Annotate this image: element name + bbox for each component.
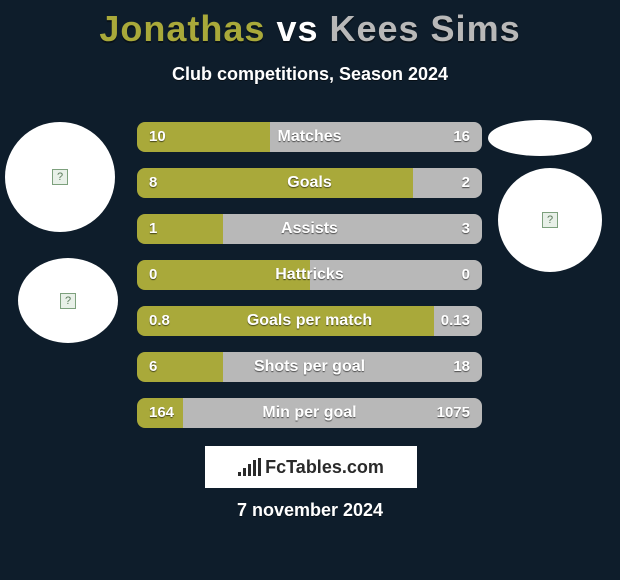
subtitle: Club competitions, Season 2024 <box>0 64 620 85</box>
stat-row: 1641075Min per goal <box>137 398 482 428</box>
stat-label: Min per goal <box>137 398 482 428</box>
stat-row: 1016Matches <box>137 122 482 152</box>
placeholder-icon <box>52 169 68 185</box>
fctables-logo: FcTables.com <box>205 446 417 488</box>
logo-bars-icon <box>238 458 261 476</box>
player1-name: Jonathas <box>99 8 265 49</box>
placeholder-icon <box>542 212 558 228</box>
stat-row: 00Hattricks <box>137 260 482 290</box>
stat-row: 13Assists <box>137 214 482 244</box>
stat-label: Goals per match <box>137 306 482 336</box>
player2-badge-circle <box>498 168 602 272</box>
player1-secondary-circle <box>18 258 118 343</box>
page-title: Jonathas vs Kees Sims <box>0 0 620 50</box>
stat-label: Assists <box>137 214 482 244</box>
stat-label: Matches <box>137 122 482 152</box>
placeholder-icon <box>60 293 76 309</box>
player1-badge-circle <box>5 122 115 232</box>
stat-row: 618Shots per goal <box>137 352 482 382</box>
title-vs: vs <box>265 8 329 49</box>
date-label: 7 november 2024 <box>0 500 620 521</box>
stat-label: Hattricks <box>137 260 482 290</box>
stat-label: Goals <box>137 168 482 198</box>
stat-label: Shots per goal <box>137 352 482 382</box>
player2-oval <box>488 120 592 156</box>
stat-row: 82Goals <box>137 168 482 198</box>
player2-name: Kees Sims <box>329 8 520 49</box>
comparison-chart: 1016Matches 82Goals 13Assists 00Hattricks 0.… <box>137 122 482 444</box>
stat-row: 0.80.13Goals per match <box>137 306 482 336</box>
logo-text: FcTables.com <box>265 457 384 478</box>
